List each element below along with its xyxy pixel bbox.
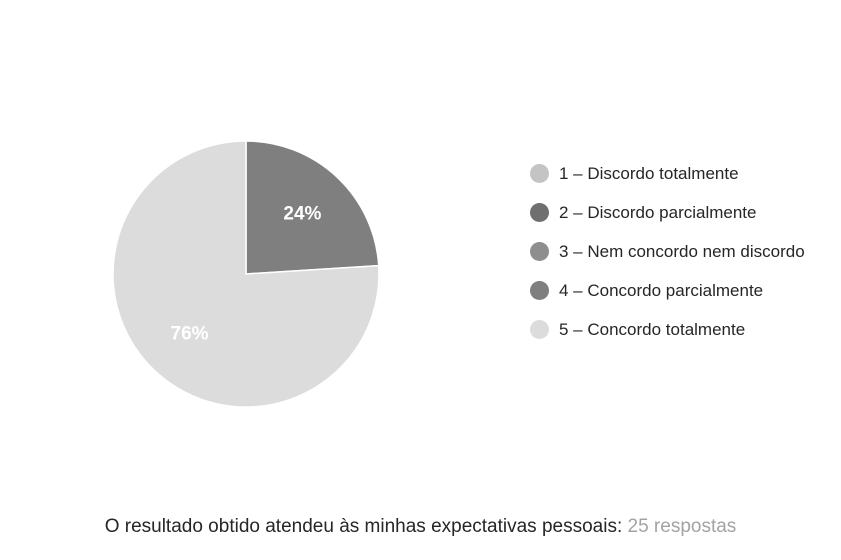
legend-swatch: [530, 242, 549, 261]
legend-swatch: [530, 281, 549, 300]
pie-slice-label-4: 24%: [283, 203, 321, 224]
legend-label: 1 – Discordo totalmente: [559, 163, 739, 183]
legend-label: 5 – Concordo totalmente: [559, 319, 746, 339]
legend-item-1: 1 – Discordo totalmente: [530, 154, 805, 193]
legend-label: 2 – Discordo parcialmente: [559, 202, 757, 222]
chart-caption: O resultado obtido atendeu às minhas exp…: [0, 516, 841, 538]
legend-swatch: [530, 320, 549, 339]
caption-question: O resultado obtido atendeu às minhas exp…: [104, 516, 623, 537]
pie-slices: [112, 140, 380, 408]
pie-slice-labels: 24% 76%: [171, 203, 322, 344]
pie-slice-4: [245, 140, 380, 275]
pie-slice-label-5: 76%: [171, 324, 209, 345]
pie-slice-5: [112, 140, 380, 408]
chart-legend: 1 – Discordo totalmente 2 – Discordo parc…: [530, 154, 805, 349]
legend-swatch: [530, 164, 549, 183]
caption-response-count: 25 respostas: [627, 516, 737, 537]
legend-item-4: 4 – Concordo parcialmente: [530, 271, 805, 310]
legend-label: 3 – Nem concordo nem discordo: [559, 241, 805, 261]
pie-chart: 24% 76%: [112, 140, 380, 408]
legend-item-3: 3 – Nem concordo nem discordo: [530, 232, 805, 271]
legend-label: 4 – Concordo parcialmente: [559, 280, 764, 300]
legend-item-2: 2 – Discordo parcialmente: [530, 193, 805, 232]
legend-item-5: 5 – Concordo totalmente: [530, 310, 805, 349]
legend-swatch: [530, 203, 549, 222]
